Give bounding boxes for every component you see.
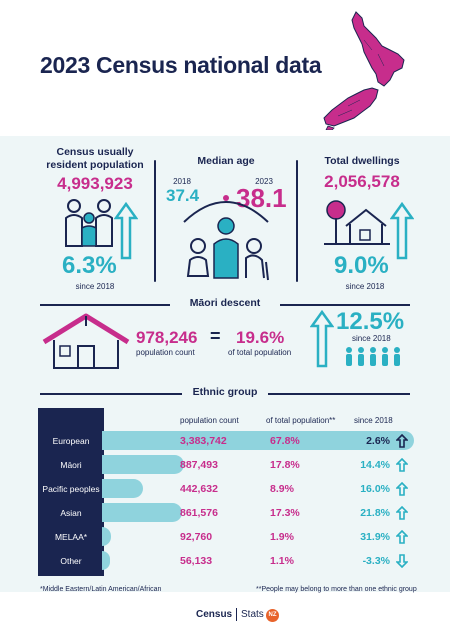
people-row-icon: [346, 347, 400, 366]
ethnic-bar: [102, 527, 111, 546]
population-since: since 2018: [75, 282, 115, 291]
maori-change: 12.5%: [336, 308, 405, 335]
divider: [154, 160, 156, 282]
up-arrow-icon: [396, 530, 408, 544]
ethnic-bar: [102, 455, 184, 474]
ethnic-count: 56,133: [180, 555, 213, 567]
up-arrow-icon: [396, 458, 408, 472]
ethnic-label: Pacific peoples: [42, 484, 100, 494]
new-zealand-map-icon: [323, 11, 405, 130]
ethnic-count: 442,632: [180, 483, 218, 495]
maori-since: since 2018: [352, 334, 391, 343]
ethnic-label: Other: [60, 556, 82, 566]
ethnic-label: Asian: [60, 508, 82, 518]
maori-descent-title: Māori descent: [189, 297, 261, 309]
population-title-line2: resident population: [46, 159, 144, 171]
ethnic-count: 92,760: [180, 531, 213, 543]
ethnic-bar: [102, 479, 143, 498]
ethnic-since: -3.3%: [362, 555, 390, 567]
section-rule: [40, 304, 170, 306]
maori-pct: 19.6%: [236, 328, 285, 347]
marae-icon: [42, 313, 130, 369]
header: 2023 Census national data: [0, 0, 450, 136]
maori-count: 978,246: [136, 328, 198, 347]
age-group-icon: [183, 195, 269, 281]
family-group-icon: [65, 199, 113, 247]
ethnic-bar: [102, 551, 110, 570]
equals-sign: =: [210, 326, 221, 346]
footnote-multiple: **People may belong to more than one eth…: [256, 586, 417, 593]
col-head-since: since 2018: [354, 416, 393, 425]
up-arrow-icon: [396, 434, 408, 448]
stats-logo-text: Stats: [241, 609, 264, 620]
section-rule: [280, 304, 410, 306]
page-title: 2023 Census national data: [40, 52, 322, 78]
up-arrow-icon: [114, 202, 138, 260]
ethnic-pct: 67.8%: [270, 435, 300, 447]
median-age-2018-label: 2018: [173, 177, 191, 186]
ethnic-bar: [102, 503, 182, 522]
col-head-count: population count: [180, 416, 239, 425]
ethnic-group-title: Ethnic group: [192, 386, 258, 398]
ethnic-since: 14.4%: [360, 459, 390, 471]
median-age-2023-value: 38.1: [236, 183, 287, 213]
ethnic-count: 861,576: [180, 507, 218, 519]
section-rule: [40, 393, 182, 395]
dwellings-since: since 2018: [345, 282, 385, 291]
footer: [0, 598, 450, 637]
ethnic-label: Māori: [60, 460, 82, 470]
logo-divider: [236, 608, 237, 621]
up-arrow-icon: [310, 310, 334, 368]
dwellings-change: 9.0%: [334, 252, 389, 279]
house-icon: [324, 200, 390, 245]
footnote-melaa: *Middle Eastern/Latin American/African: [40, 586, 162, 593]
ethnic-pct: 17.8%: [270, 459, 300, 471]
divider: [296, 160, 298, 282]
population-value: 4,993,923: [57, 174, 133, 193]
population-title: Census usually resident population: [40, 146, 150, 172]
population-change: 6.3%: [62, 252, 117, 279]
ethnic-since: 21.8%: [360, 507, 390, 519]
ethnic-since: 16.0%: [360, 483, 390, 495]
ethnic-label: European: [52, 436, 90, 446]
census-logo-text: Census: [196, 609, 233, 620]
stats-nz-badge: NZ: [266, 609, 279, 622]
down-arrow-icon: [396, 554, 408, 568]
population-title-line1: Census usually: [56, 146, 134, 158]
up-arrow-icon: [390, 202, 414, 260]
ethnic-label: MELAA*: [54, 532, 88, 542]
median-age-2018-value: 37.4: [166, 186, 200, 205]
up-arrow-icon: [396, 506, 408, 520]
ethnic-pct: 8.9%: [270, 483, 294, 495]
median-age-2023-label: 2023: [255, 177, 273, 186]
maori-count-label: population count: [136, 348, 195, 357]
ethnic-bar: [102, 431, 414, 450]
dwellings-value: 2,056,578: [324, 172, 400, 191]
ethnic-pct: 1.9%: [270, 531, 294, 543]
col-head-pct: of total population**: [266, 416, 336, 425]
up-arrow-icon: [396, 482, 408, 496]
maori-pct-label: of total population: [228, 348, 292, 357]
section-rule: [268, 393, 410, 395]
ethnic-pct: 17.3%: [270, 507, 300, 519]
ethnic-since: 31.9%: [360, 531, 390, 543]
dwellings-title: Total dwellings: [324, 155, 400, 167]
ethnic-pct: 1.1%: [270, 555, 294, 567]
ethnic-count: 887,493: [180, 459, 218, 471]
median-age-title: Median age: [197, 155, 255, 167]
ethnic-since: 2.6%: [366, 435, 390, 447]
ethnic-count: 3,383,742: [180, 435, 227, 447]
